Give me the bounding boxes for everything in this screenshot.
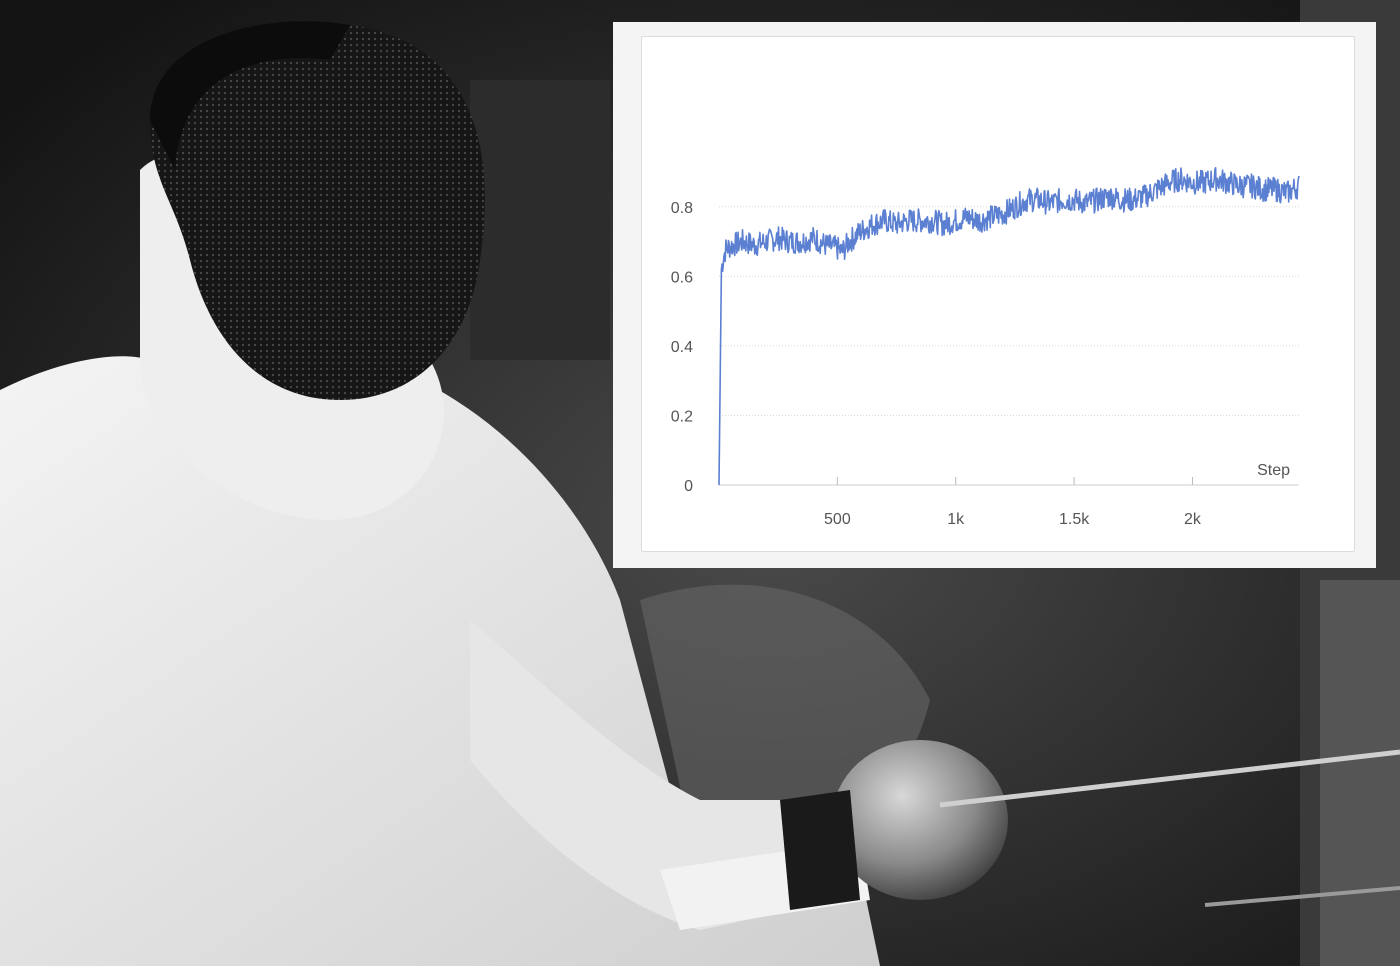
x-tick-label: 1k — [947, 511, 965, 528]
chart-card: 0 0.2 0.4 0.6 0.8 500 1k 1.5k 2k Step — [613, 22, 1376, 568]
axis-layer: 0 0.2 0.4 0.6 0.8 500 1k 1.5k 2k — [671, 200, 1299, 528]
x-tick-label: 2k — [1184, 511, 1202, 528]
y-tick-label: 0 — [684, 478, 693, 495]
series-layer — [718, 167, 1300, 486]
y-tick-label: 0.2 — [671, 408, 693, 425]
y-tick-label: 0.8 — [671, 200, 693, 217]
x-tick-label: 500 — [824, 511, 851, 528]
series-line — [718, 167, 1300, 486]
line-chart: 0 0.2 0.4 0.6 0.8 500 1k 1.5k 2k Step — [671, 167, 1300, 528]
y-tick-label: 0.6 — [671, 269, 693, 286]
x-tick-label: 1.5k — [1059, 511, 1090, 528]
x-axis-label: Step — [1257, 462, 1290, 479]
chart-panel — [641, 36, 1355, 552]
grid-layer — [719, 206, 1299, 416]
y-tick-label: 0.4 — [671, 339, 693, 356]
